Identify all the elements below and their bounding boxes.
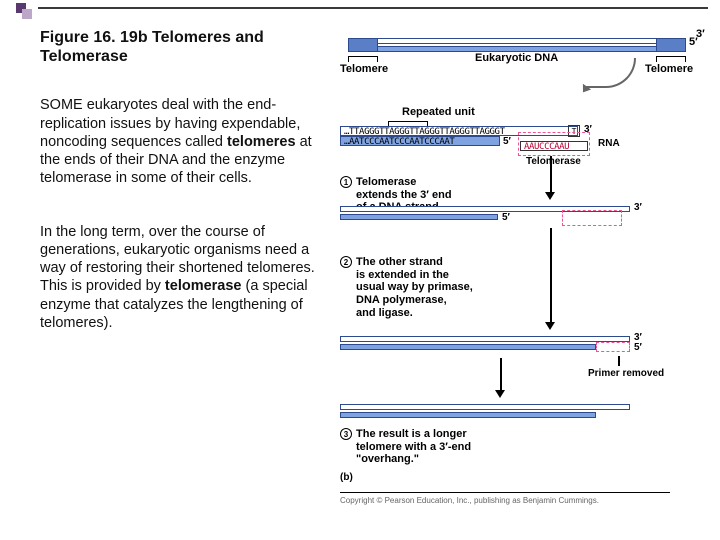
bracket-telomere-right: [656, 56, 686, 61]
decor-line: [38, 7, 708, 9]
label-b: (b): [340, 472, 353, 483]
telomere-block-left: [348, 38, 378, 52]
text-column: Figure 16. 19b Telomeres and Telomerase …: [0, 28, 340, 368]
step1-3prime: 3′: [634, 202, 642, 213]
step-2-text: The other strand is extended in the usua…: [356, 256, 473, 319]
p2-bold-telomerase: telomerase: [165, 278, 242, 294]
label-rna: RNA: [598, 138, 620, 149]
step2-l1: The other strand: [356, 256, 443, 268]
step-3-num: 3: [340, 428, 352, 440]
step3-l2: telomere with a 3′-end: [356, 441, 471, 453]
paragraph-1: SOME eukaryotes deal with the end-replic…: [40, 96, 322, 187]
footer-rule: [340, 492, 670, 493]
step1-l1: Telomerase: [356, 176, 416, 188]
step2-l4: DNA polymerase,: [356, 294, 447, 306]
step2-l2: is extended in the: [356, 269, 449, 281]
step2-l3: usual way by primase,: [356, 281, 473, 293]
step1-strand-bot: [340, 214, 498, 220]
seq-bot: …AATCCCAATCCCAATCCCAAT: [344, 137, 454, 147]
step-3-text: The result is a longer telomere with a 3…: [356, 428, 471, 466]
step3-l1: The result is a longer: [356, 428, 467, 440]
arrowhead-1-icon: [545, 192, 555, 200]
decor-square-light: [22, 9, 32, 19]
arrow-shaft-1: [550, 156, 552, 194]
p1-bold-telomeres: telomeres: [227, 134, 296, 150]
paragraph-2: In the long term, over the course of gen…: [40, 223, 322, 332]
figure-title: Figure 16. 19b Telomeres and Telomerase: [40, 28, 322, 66]
dna-top-strand-1: [348, 38, 686, 44]
step1-dashbox: [562, 210, 622, 226]
diagram-panel: 5′ 3′ Telomere Eukaryotic DNA Telomere R…: [340, 28, 710, 528]
slide-decor: [0, 0, 720, 22]
bracket-telomere-left: [348, 56, 378, 61]
step2-5prime: 5′: [634, 342, 642, 353]
label-telomerase: Telomerase: [526, 156, 581, 167]
arrowhead-2-icon: [545, 322, 555, 330]
label-primer-removed: Primer removed: [588, 368, 664, 379]
rna-seq: AAUCCCAAU: [524, 142, 569, 152]
primer-arrow-shaft: [618, 356, 620, 366]
telomere-block-right: [656, 38, 686, 52]
label-5prime-seq: 5′: [503, 136, 511, 147]
step3-l3: "overhang.": [356, 453, 419, 465]
step2-strand-top: [340, 336, 630, 342]
label-telomere-right: Telomere: [645, 63, 693, 75]
step1-5prime: 5′: [502, 212, 510, 223]
step3-strand-bot: [340, 412, 596, 418]
label-eukaryotic-dna: Eukaryotic DNA: [475, 52, 558, 64]
step-1-num: 1: [340, 176, 352, 188]
step2-l5: and ligase.: [356, 307, 413, 319]
label-telomere-left: Telomere: [340, 63, 388, 75]
curve-arrow-icon: [586, 58, 636, 88]
step-2-num: 2: [340, 256, 352, 268]
arrow-shaft-2: [550, 228, 552, 324]
step3-strand-top: [340, 404, 630, 410]
label-3prime-top: 3′: [696, 28, 705, 40]
step2-primer-box: [596, 342, 630, 352]
copyright-text: Copyright © Pearson Education, Inc., pub…: [340, 496, 599, 505]
step2-strand-bot: [340, 344, 596, 350]
arrowhead-3-icon: [495, 390, 505, 398]
arrow-shaft-3: [500, 358, 502, 392]
step1-l2: extends the 3′ end: [356, 189, 452, 201]
label-repeated-unit: Repeated unit: [402, 106, 475, 118]
